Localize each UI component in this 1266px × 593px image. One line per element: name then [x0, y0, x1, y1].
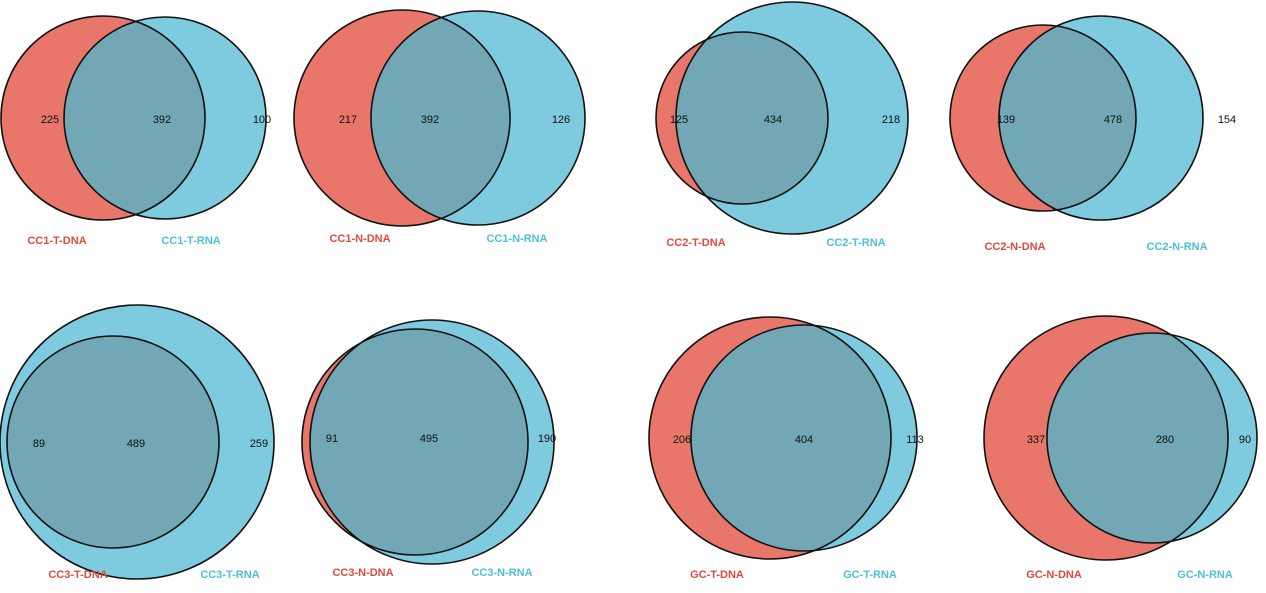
- rna-circle-outline: [0, 304, 275, 580]
- dna-circle-outline: [949, 24, 1137, 212]
- venn-gc-t: 206 404 113 GC-T-DNA GC-T-RNA: [648, 316, 924, 581]
- overlap-count: 404: [795, 434, 813, 446]
- rna-set-label: GC-N-RNA: [1177, 569, 1233, 581]
- dna-only-count: 125: [670, 114, 688, 126]
- rna-only-count: 218: [882, 114, 900, 126]
- dna-circle-outline: [983, 315, 1229, 561]
- dna-only-count: 206: [673, 434, 691, 446]
- dna-circle-outline: [301, 328, 529, 556]
- rna-set-label: CC3-N-RNA: [471, 567, 532, 579]
- dna-set-label: CC3-N-DNA: [332, 567, 393, 579]
- dna-only-count: 89: [33, 438, 45, 450]
- dna-circle-outline: [293, 9, 511, 227]
- rna-only-count: 259: [250, 438, 268, 450]
- overlap-count: 392: [153, 114, 171, 126]
- rna-circle-outline: [675, 1, 909, 235]
- rna-circle-outline: [309, 319, 555, 565]
- overlap-count: 280: [1156, 434, 1174, 446]
- rna-only-count: 90: [1239, 434, 1251, 446]
- rna-set-label: CC2-N-RNA: [1146, 241, 1207, 253]
- rna-only-count: 190: [538, 433, 556, 445]
- overlap-region: [371, 11, 510, 225]
- overlap-region: [691, 325, 891, 551]
- dna-circle-outline: [6, 335, 220, 549]
- dna-circle-outline: [0, 15, 206, 221]
- dna-only-count: 337: [1027, 434, 1045, 446]
- venn-gc-n: 337 280 90 GC-N-DNA GC-N-RNA: [983, 315, 1258, 581]
- dna-only-count: 91: [326, 433, 338, 445]
- overlap-count: 392: [421, 114, 439, 126]
- venn-cc1-n: 217 392 126 CC1-N-DNA CC1-N-RNA: [293, 9, 586, 245]
- overlap-count: 489: [127, 438, 145, 450]
- rna-circle-outline: [370, 10, 586, 226]
- dna-set-label: CC2-T-DNA: [666, 237, 725, 249]
- dna-set-label: CC3-T-DNA: [48, 569, 107, 581]
- rna-only-count: 100: [253, 114, 271, 126]
- rna-set-label: GC-T-RNA: [843, 569, 897, 581]
- overlap-count: 495: [420, 433, 438, 445]
- overlap-region: [676, 32, 828, 204]
- dna-only-count: 139: [997, 114, 1015, 126]
- rna-circle-outline: [63, 16, 267, 220]
- overlap-count: 434: [764, 114, 782, 126]
- dna-only-count: 217: [339, 114, 357, 126]
- dna-set-label: GC-T-DNA: [690, 569, 744, 581]
- rna-circle-outline: [998, 15, 1204, 221]
- dna-circle-outline: [655, 31, 829, 205]
- dna-set-label: CC1-N-DNA: [329, 233, 390, 245]
- rna-circle-outline: [690, 324, 918, 552]
- rna-only-count: 126: [552, 114, 570, 126]
- dna-set-label: CC2-N-DNA: [984, 241, 1045, 253]
- dna-only-count: 225: [41, 114, 59, 126]
- venn-cc2-n: 139 478 154 CC2-N-DNA CC2-N-RNA: [949, 15, 1236, 253]
- overlap-region: [999, 25, 1136, 211]
- rna-set-label: CC2-T-RNA: [826, 237, 885, 249]
- overlap-region: [64, 17, 205, 219]
- overlap-count: 478: [1104, 114, 1122, 126]
- rna-circle-outline: [1046, 332, 1258, 544]
- venn-cc1-t: 225 392 100 CC1-T-DNA CC1-T-RNA: [0, 15, 271, 247]
- overlap-region: [310, 329, 528, 555]
- rna-set-label: CC1-T-RNA: [161, 235, 220, 247]
- venn-cc2-t: 125 434 218 CC2-T-DNA CC2-T-RNA: [655, 1, 909, 249]
- venn-cc3-n: 91 495 190 CC3-N-DNA CC3-N-RNA: [301, 319, 556, 579]
- overlap-region: [1047, 333, 1228, 543]
- dna-set-label: CC1-T-DNA: [27, 235, 86, 247]
- rna-set-label: CC1-N-RNA: [486, 233, 547, 245]
- dna-circle-outline: [648, 316, 892, 560]
- rna-only-count: 113: [906, 434, 924, 446]
- venn-cc3-t: 89 489 259 CC3-T-DNA CC3-T-RNA: [0, 304, 275, 581]
- rna-set-label: CC3-T-RNA: [200, 569, 259, 581]
- rna-only-count: 154: [1218, 114, 1236, 126]
- dna-set-label: GC-N-DNA: [1026, 569, 1082, 581]
